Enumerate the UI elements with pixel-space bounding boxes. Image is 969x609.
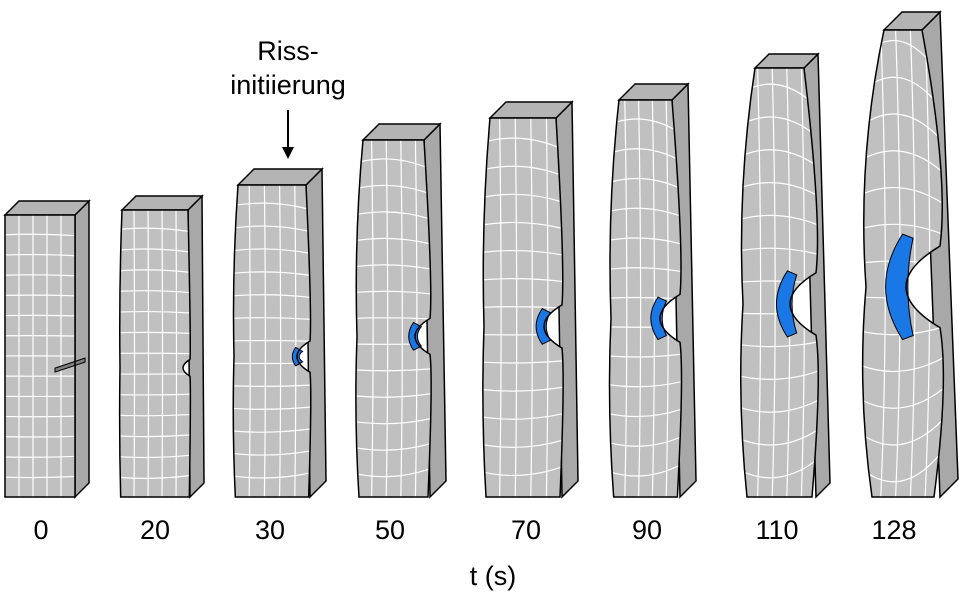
time-label-110: 110 xyxy=(755,515,799,545)
specimen-top-face xyxy=(236,168,324,186)
mesh-grid xyxy=(5,215,75,497)
specimen-side-face xyxy=(74,199,90,499)
time-label-0: 0 xyxy=(33,515,49,545)
mesh-grid xyxy=(119,210,191,497)
time-label-50: 50 xyxy=(374,515,406,545)
time-label-90: 90 xyxy=(631,515,663,545)
specimen-90 xyxy=(608,82,697,499)
specimen-70 xyxy=(482,100,579,499)
specimen-0 xyxy=(3,199,91,499)
specimen-128 xyxy=(861,10,959,499)
specimen-110 xyxy=(740,52,831,499)
specimen-front-face xyxy=(482,118,564,497)
crack-region xyxy=(885,233,914,341)
annotation-line-1: Riss- xyxy=(257,36,319,66)
specimen-front-face xyxy=(609,100,682,497)
specimen-front-face xyxy=(740,68,819,497)
specimen-front-face xyxy=(355,140,432,497)
specimen-top-face xyxy=(120,195,204,211)
specimen-outline xyxy=(232,184,312,498)
specimen-outline xyxy=(4,214,76,498)
time-label-128: 128 xyxy=(871,515,917,545)
annotation-arrow xyxy=(282,110,294,159)
specimen-30 xyxy=(232,167,327,499)
specimen-outline xyxy=(482,117,564,498)
annotation-line-2: initiierung xyxy=(230,70,346,100)
time-label-70: 70 xyxy=(510,515,542,545)
crack-region xyxy=(776,270,798,338)
time-label-30: 30 xyxy=(254,515,286,545)
specimen-outline xyxy=(740,67,819,498)
specimen-outline xyxy=(355,139,432,498)
specimen-outline xyxy=(118,209,192,498)
specimen-20 xyxy=(118,194,205,499)
time-axis-label: t (s) xyxy=(469,561,517,591)
specimen-top-face xyxy=(3,200,91,216)
specimen-outline xyxy=(608,99,683,498)
crack-initiation-annotation: Riss- initiierung xyxy=(230,34,346,102)
specimen-50 xyxy=(355,122,447,499)
specimen-outline xyxy=(861,29,945,498)
time-label-20: 20 xyxy=(139,515,171,545)
